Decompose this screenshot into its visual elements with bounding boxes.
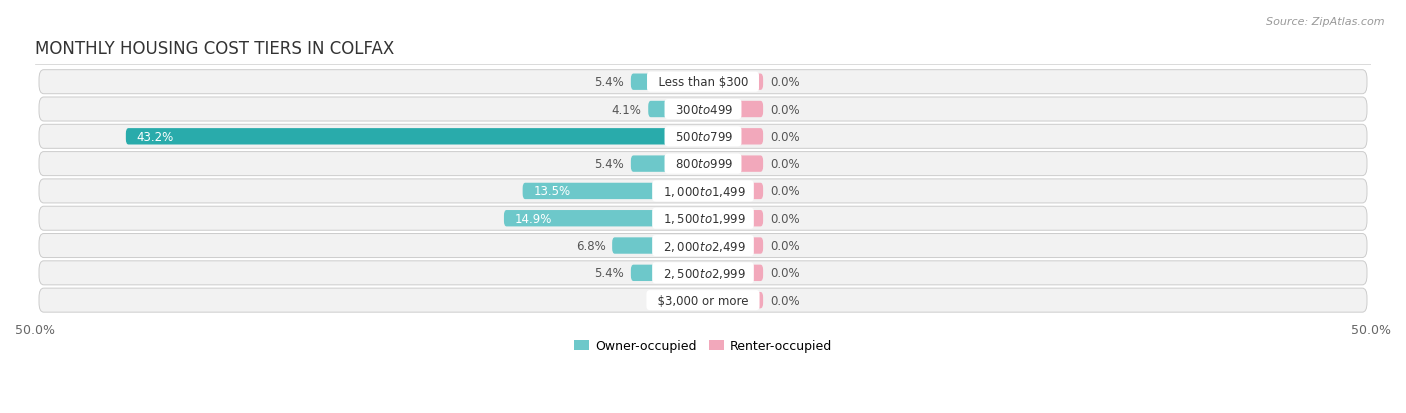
Text: 5.4%: 5.4%: [595, 76, 624, 89]
Text: 14.9%: 14.9%: [515, 212, 553, 225]
Text: $800 to $999: $800 to $999: [668, 158, 738, 171]
FancyBboxPatch shape: [631, 74, 703, 91]
Text: 43.2%: 43.2%: [136, 131, 174, 143]
Text: 1.4%: 1.4%: [648, 294, 678, 307]
FancyBboxPatch shape: [685, 292, 703, 309]
FancyBboxPatch shape: [39, 207, 1367, 231]
Text: 5.4%: 5.4%: [595, 158, 624, 171]
Text: 0.0%: 0.0%: [770, 294, 800, 307]
FancyBboxPatch shape: [703, 129, 763, 145]
FancyBboxPatch shape: [648, 102, 703, 118]
FancyBboxPatch shape: [703, 265, 763, 281]
FancyBboxPatch shape: [39, 234, 1367, 258]
FancyBboxPatch shape: [127, 129, 703, 145]
FancyBboxPatch shape: [703, 156, 763, 172]
FancyBboxPatch shape: [39, 125, 1367, 149]
FancyBboxPatch shape: [703, 292, 763, 309]
Text: $2,000 to $2,499: $2,000 to $2,499: [655, 239, 751, 253]
Text: 0.0%: 0.0%: [770, 158, 800, 171]
FancyBboxPatch shape: [631, 265, 703, 281]
Text: 6.8%: 6.8%: [575, 240, 606, 252]
Text: 13.5%: 13.5%: [533, 185, 571, 198]
Text: 0.0%: 0.0%: [770, 267, 800, 280]
FancyBboxPatch shape: [703, 102, 763, 118]
Text: Source: ZipAtlas.com: Source: ZipAtlas.com: [1267, 17, 1385, 26]
Text: 0.0%: 0.0%: [770, 131, 800, 143]
Legend: Owner-occupied, Renter-occupied: Owner-occupied, Renter-occupied: [568, 335, 838, 358]
Text: $300 to $499: $300 to $499: [668, 103, 738, 116]
Text: $3,000 or more: $3,000 or more: [650, 294, 756, 307]
FancyBboxPatch shape: [523, 183, 703, 199]
FancyBboxPatch shape: [39, 288, 1367, 312]
Text: 0.0%: 0.0%: [770, 76, 800, 89]
Text: 5.4%: 5.4%: [595, 267, 624, 280]
Text: 0.0%: 0.0%: [770, 212, 800, 225]
FancyBboxPatch shape: [503, 211, 703, 227]
Text: 0.0%: 0.0%: [770, 103, 800, 116]
FancyBboxPatch shape: [39, 152, 1367, 176]
Text: 0.0%: 0.0%: [770, 185, 800, 198]
Text: MONTHLY HOUSING COST TIERS IN COLFAX: MONTHLY HOUSING COST TIERS IN COLFAX: [35, 40, 394, 58]
FancyBboxPatch shape: [39, 261, 1367, 285]
Text: $1,000 to $1,499: $1,000 to $1,499: [655, 185, 751, 198]
Text: $2,500 to $2,999: $2,500 to $2,999: [655, 266, 751, 280]
FancyBboxPatch shape: [39, 98, 1367, 122]
FancyBboxPatch shape: [39, 71, 1367, 95]
FancyBboxPatch shape: [631, 156, 703, 172]
Text: $1,500 to $1,999: $1,500 to $1,999: [655, 212, 751, 225]
Text: 0.0%: 0.0%: [770, 240, 800, 252]
Text: $500 to $799: $500 to $799: [668, 131, 738, 143]
FancyBboxPatch shape: [39, 180, 1367, 204]
FancyBboxPatch shape: [703, 211, 763, 227]
FancyBboxPatch shape: [703, 74, 763, 91]
FancyBboxPatch shape: [703, 183, 763, 199]
FancyBboxPatch shape: [612, 238, 703, 254]
FancyBboxPatch shape: [703, 238, 763, 254]
Text: 4.1%: 4.1%: [612, 103, 641, 116]
Text: Less than $300: Less than $300: [651, 76, 755, 89]
